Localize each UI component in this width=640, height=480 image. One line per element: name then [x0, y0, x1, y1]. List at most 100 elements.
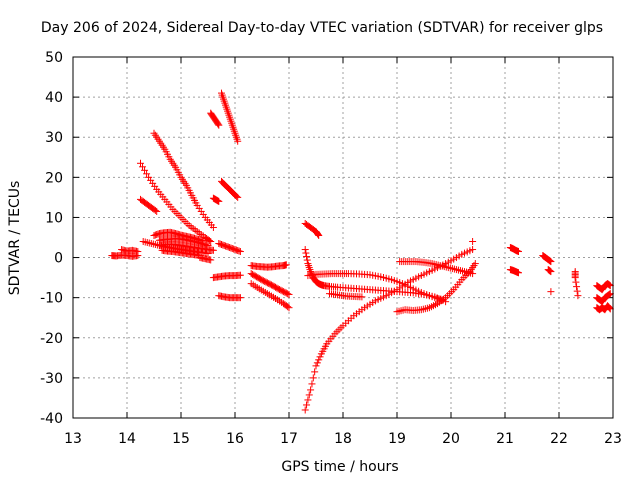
data-point — [235, 247, 243, 255]
series-segment-15 — [215, 240, 244, 256]
series-segment-13 — [209, 194, 223, 205]
data-point — [471, 260, 479, 268]
data-point — [315, 231, 323, 239]
data-point — [308, 380, 316, 388]
y-tick-label: 40 — [45, 90, 63, 106]
data-point — [303, 253, 311, 261]
data-point — [215, 121, 223, 129]
x-tick-label: 13 — [64, 431, 82, 447]
data-point — [605, 281, 613, 289]
series-segment-18 — [218, 89, 242, 145]
series-segment-29 — [469, 238, 477, 246]
series-segment-21 — [247, 280, 293, 312]
data-point — [282, 261, 290, 269]
data-point — [234, 137, 242, 145]
data-point — [469, 238, 477, 246]
data-point — [285, 304, 293, 312]
grid-lines — [73, 57, 613, 418]
data-point — [311, 368, 319, 376]
series-segment-02 — [118, 246, 142, 256]
series-segment-27 — [396, 258, 477, 278]
y-tick-label: 10 — [45, 210, 63, 226]
data-point — [236, 248, 244, 256]
data-point — [547, 268, 555, 276]
series-segment-35 — [571, 268, 582, 300]
data-point — [574, 292, 582, 300]
data-point — [301, 406, 309, 414]
data-point — [207, 238, 215, 246]
data-point — [515, 248, 522, 256]
data-point — [309, 374, 317, 382]
y-tick-label: 20 — [45, 170, 63, 186]
data-point — [313, 359, 321, 367]
chart-title: Day 206 of 2024, Sidereal Day-to-day VTE… — [41, 20, 603, 36]
series-segment-03 — [137, 159, 215, 246]
data-point — [606, 281, 614, 289]
data-point — [546, 257, 554, 265]
x-tick-label: 19 — [388, 431, 406, 447]
data-points — [108, 89, 614, 414]
data-point — [315, 356, 323, 364]
data-point — [205, 237, 213, 245]
x-tick-label: 15 — [172, 431, 190, 447]
series-segment-32 — [539, 252, 555, 266]
data-point — [573, 287, 581, 295]
data-point — [546, 267, 554, 275]
series-segment-36 — [593, 280, 614, 294]
data-point — [571, 274, 579, 282]
y-tick-label: -40 — [40, 411, 63, 427]
series-segment-04 — [137, 195, 161, 215]
data-point — [209, 223, 217, 231]
series-segment-38 — [593, 302, 614, 314]
data-point — [546, 257, 554, 265]
data-point — [139, 163, 147, 171]
data-point — [312, 362, 320, 370]
y-tick-label: 30 — [45, 130, 63, 146]
x-tick-label: 23 — [604, 431, 622, 447]
series-segment-06 — [150, 129, 217, 231]
data-point — [572, 278, 580, 286]
x-tick-label: 18 — [334, 431, 352, 447]
data-point — [215, 197, 223, 205]
data-point — [303, 256, 311, 264]
data-point — [234, 193, 242, 201]
data-point — [314, 230, 322, 238]
data-point — [546, 267, 554, 275]
data-point — [606, 304, 614, 312]
data-point — [469, 246, 477, 254]
series-segment-14 — [209, 271, 244, 282]
x-tick-label: 22 — [550, 431, 568, 447]
data-point — [284, 303, 292, 311]
data-point — [285, 290, 293, 298]
y-axis-label: SDTVAR / TECUs — [7, 181, 23, 296]
x-tick-labels: 13 14 15 16 17 18 19 20 21 22 23 — [64, 431, 622, 447]
data-point — [605, 291, 613, 299]
data-point — [301, 246, 309, 254]
series-segment-28 — [393, 260, 479, 316]
data-point — [214, 120, 222, 128]
data-point — [515, 269, 522, 277]
data-point — [233, 192, 241, 200]
data-point — [547, 288, 555, 296]
series-segment-17 — [218, 177, 242, 201]
data-point — [605, 303, 613, 311]
series-segment-12 — [207, 109, 223, 129]
data-point — [573, 283, 581, 291]
series-segment-31 — [506, 266, 522, 277]
data-point — [307, 268, 315, 276]
series-segment-34 — [547, 288, 555, 296]
series-segment-37 — [593, 290, 614, 306]
x-tick-label: 14 — [118, 431, 136, 447]
series-segment-11 — [196, 254, 215, 264]
data-point — [151, 206, 159, 214]
series-segment-25 — [326, 290, 366, 301]
data-point — [305, 391, 313, 399]
y-tick-label: -10 — [40, 291, 63, 307]
series-segment-19 — [247, 261, 290, 271]
series-segment-16 — [215, 292, 244, 302]
data-point — [307, 386, 315, 394]
data-point — [143, 170, 151, 178]
y-tick-label: -20 — [40, 331, 63, 347]
x-tick-label: 17 — [280, 431, 298, 447]
